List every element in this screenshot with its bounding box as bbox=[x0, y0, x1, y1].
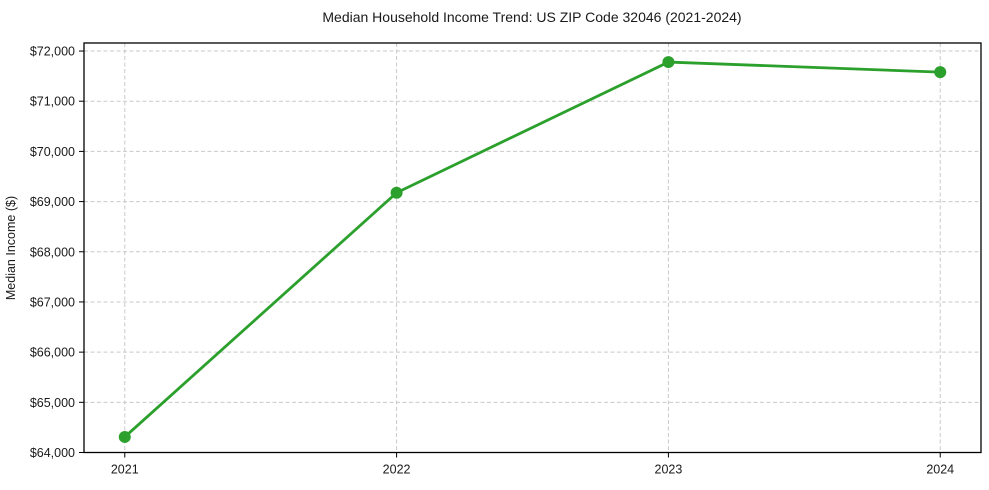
data-point-marker bbox=[118, 430, 131, 443]
x-tick-label: 2024 bbox=[926, 463, 954, 477]
y-tick-label: $72,000 bbox=[30, 45, 75, 59]
data-point-marker bbox=[934, 66, 947, 79]
trend-line bbox=[123, 60, 942, 439]
y-tick-label: $68,000 bbox=[30, 245, 75, 259]
chart-title: Median Household Income Trend: US ZIP Co… bbox=[322, 9, 741, 25]
y-axis-label: Median Income ($) bbox=[4, 196, 18, 300]
data-point-marker bbox=[390, 186, 403, 199]
y-tick-label: $71,000 bbox=[30, 95, 75, 109]
plot-border bbox=[83, 42, 982, 454]
y-tick-label: $69,000 bbox=[30, 195, 75, 209]
plot-area: $64,000 $65,000 $66,000 $67,000 $68,000 $69,0… bbox=[30, 42, 982, 477]
y-tick-label: $67,000 bbox=[30, 295, 75, 309]
x-tick-label: 2023 bbox=[655, 463, 683, 477]
x-tick-label: 2022 bbox=[383, 463, 411, 477]
y-tick-label: $65,000 bbox=[30, 396, 75, 410]
y-tick-label: $64,000 bbox=[30, 446, 75, 460]
data-point-marker bbox=[662, 56, 675, 69]
x-tick-label: 2021 bbox=[111, 463, 139, 477]
y-tick-label: $66,000 bbox=[30, 346, 75, 360]
y-tick-label: $70,000 bbox=[30, 145, 75, 159]
